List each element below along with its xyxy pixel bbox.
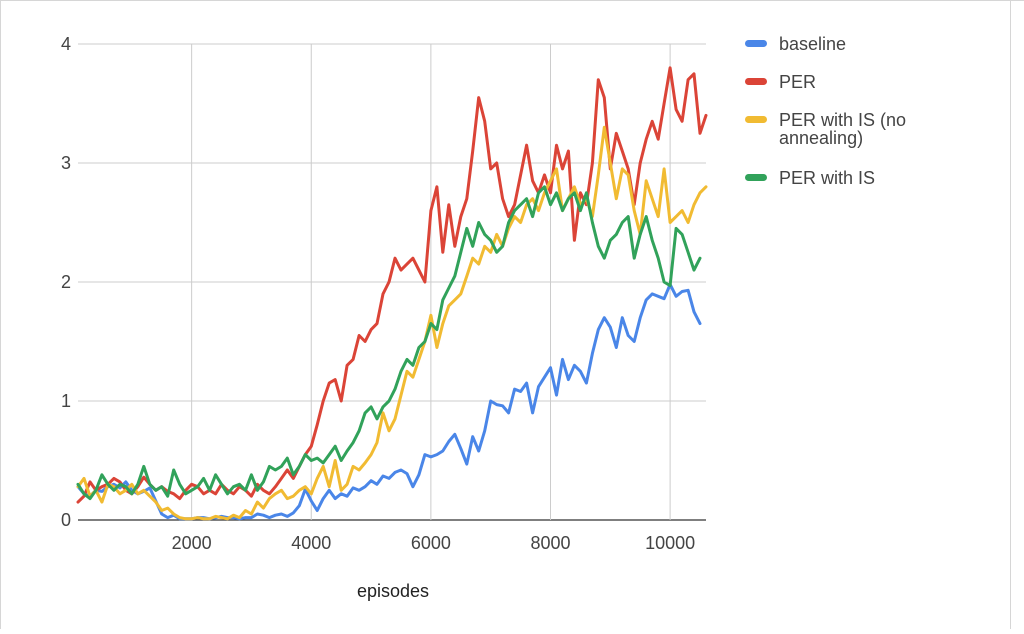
- y-tick-label: 2: [61, 272, 71, 292]
- x-tick-label: 8000: [530, 533, 570, 553]
- legend-label-per-with-is-no-annealing: PER with IS (no annealing): [779, 110, 906, 148]
- y-tick-label: 0: [61, 510, 71, 530]
- series-lines: [76, 66, 708, 521]
- legend-swatch-per: [745, 78, 767, 85]
- series-line-per-with-is-no-annealing: [76, 125, 708, 521]
- legend-swatch-per-with-is-no-annealing: [745, 116, 767, 123]
- y-tick-label: 1: [61, 391, 71, 411]
- legend-label-baseline: baseline: [779, 34, 846, 54]
- axes: 2000 4000 6000 8000 10000 0 1 2 3 4 episodes: [61, 34, 695, 601]
- series-line-per: [76, 66, 708, 504]
- legend-swatch-per-with-is: [745, 174, 767, 181]
- series-line-per-with-is: [76, 185, 702, 501]
- legend-label-per-with-is: PER with IS: [779, 168, 875, 188]
- legend-label-per: PER: [779, 72, 816, 92]
- legend-swatch-baseline: [745, 40, 767, 47]
- x-tick-label: 4000: [291, 533, 331, 553]
- gridlines: [78, 43, 706, 521]
- y-axis-ticks: 0 1 2 3 4: [61, 34, 71, 530]
- legend: baseline PER PER with IS (no annealing) PER …: [745, 34, 906, 188]
- x-axis-title: episodes: [357, 581, 429, 601]
- y-tick-label: 4: [61, 34, 71, 54]
- x-tick-label: 2000: [172, 533, 212, 553]
- x-tick-label: 10000: [645, 533, 695, 553]
- x-axis-ticks: 2000 4000 6000 8000 10000: [172, 533, 696, 553]
- x-tick-label: 6000: [411, 533, 451, 553]
- y-tick-label: 3: [61, 153, 71, 173]
